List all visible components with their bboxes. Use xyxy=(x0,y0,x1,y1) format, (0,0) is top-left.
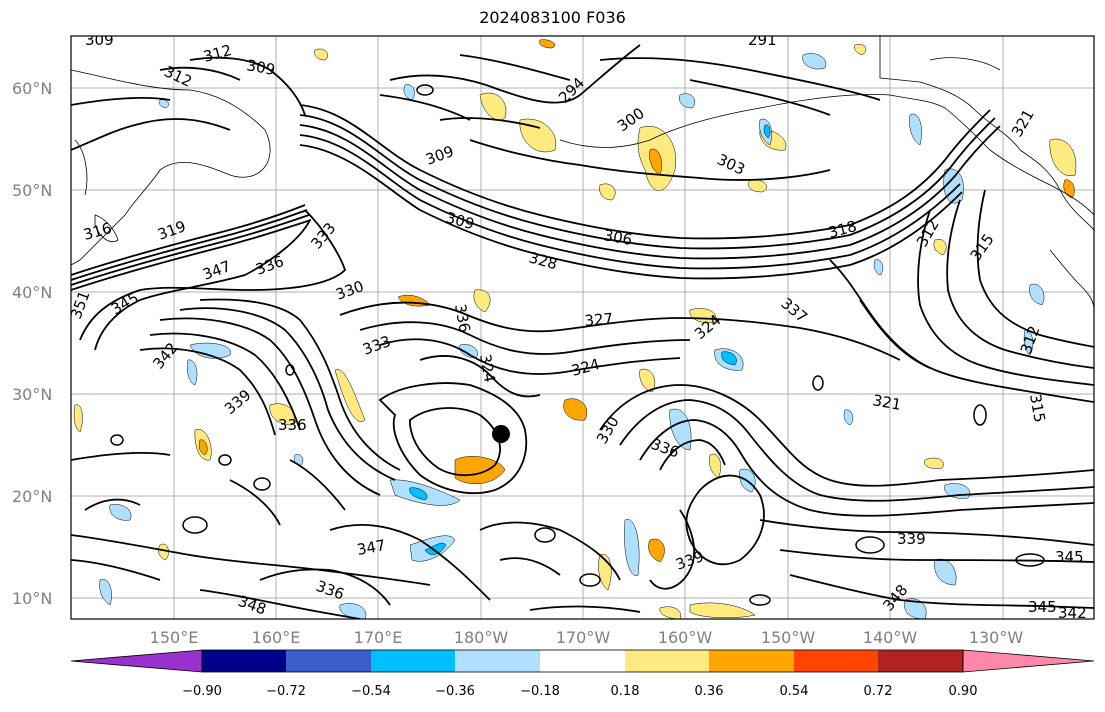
contour-label: 342 xyxy=(1058,604,1087,622)
contour-label: 345 xyxy=(1028,598,1057,616)
colorbar-label: 0.54 xyxy=(780,684,809,699)
contour-label: 321 xyxy=(871,391,902,414)
map-title: 2024083100 F036 xyxy=(479,8,626,27)
colorbar-label: 0.90 xyxy=(949,684,978,699)
colorbar-label: 0.18 xyxy=(611,684,640,699)
coastlines xyxy=(71,36,1094,311)
lat-label: 40°N xyxy=(12,283,52,302)
contour-label: 336 xyxy=(451,303,474,334)
lon-label: 160°W xyxy=(658,628,713,647)
colorbar-extend-min xyxy=(70,649,203,673)
lon-label: 180°W xyxy=(454,628,509,647)
colorbar-segment xyxy=(794,650,878,672)
lon-label: 140°W xyxy=(863,628,918,647)
map-panel: 309 312 309 312 294 291 300 309 303 309 … xyxy=(71,31,1094,622)
lon-label: 150°E xyxy=(150,628,199,647)
colorbar-segment xyxy=(286,650,371,672)
lon-label: 130°W xyxy=(969,628,1024,647)
contour-label: 324 xyxy=(476,353,499,384)
contour-label: 339 xyxy=(897,530,926,548)
contour-label: 306 xyxy=(602,226,633,249)
colorbar-segments xyxy=(70,649,1095,673)
storm-center-marker xyxy=(492,425,510,443)
gridlines xyxy=(71,36,1094,619)
latitude-labels: 60°N 50°N 40°N 30°N 20°N 10°N xyxy=(12,79,52,608)
lat-label: 60°N xyxy=(12,79,52,98)
colorbar-segment xyxy=(202,650,286,672)
lat-label: 50°N xyxy=(12,181,52,200)
colorbar-label: 0.36 xyxy=(695,684,724,699)
contour-label: 327 xyxy=(584,310,614,330)
colorbar-segment xyxy=(371,650,455,672)
colorbar-segment xyxy=(540,650,625,672)
colorbar-outline xyxy=(201,649,964,673)
colorbar-label: −0.54 xyxy=(351,684,391,699)
contour-label: 336 xyxy=(278,416,307,434)
contour-label: 309 xyxy=(85,31,114,49)
colorbar: −0.90 −0.72 −0.54 −0.36 −0.18 0.18 0.36 … xyxy=(70,649,1095,699)
colorbar-segment xyxy=(455,650,540,672)
lon-label: 170°W xyxy=(556,628,611,647)
contour-label: 345 xyxy=(1055,548,1084,566)
colorbar-label: −0.72 xyxy=(266,684,306,699)
lon-label: 160°E xyxy=(252,628,301,647)
contour-label: 315 xyxy=(1026,393,1049,424)
colorbar-segment xyxy=(878,650,963,672)
contour-lines xyxy=(71,44,1094,619)
longitude-labels: 150°E 160°E 170°E 180°W 170°W 160°W 150°… xyxy=(150,628,1024,647)
lon-label: 150°W xyxy=(761,628,816,647)
colorbar-extend-max xyxy=(962,649,1095,673)
map-frame xyxy=(70,35,1095,620)
lon-label: 170°E xyxy=(354,628,403,647)
lat-label: 10°N xyxy=(12,589,52,608)
contour-label: 347 xyxy=(356,536,387,559)
colorbar-segment xyxy=(709,650,794,672)
colorbar-label: 0.72 xyxy=(864,684,893,699)
lat-label: 20°N xyxy=(12,487,52,506)
lat-label: 30°N xyxy=(12,385,52,404)
colorbar-label: −0.18 xyxy=(520,684,560,699)
colorbar-label: −0.90 xyxy=(182,684,222,699)
contour-label: 309 xyxy=(245,56,276,79)
contour-label: 291 xyxy=(748,31,777,49)
colorbar-label: −0.36 xyxy=(435,684,475,699)
colorbar-tick-labels: −0.90 −0.72 −0.54 −0.36 −0.18 0.18 0.36 … xyxy=(182,684,977,699)
contour-small-loops xyxy=(110,84,1045,606)
colorbar-segment xyxy=(625,650,709,672)
